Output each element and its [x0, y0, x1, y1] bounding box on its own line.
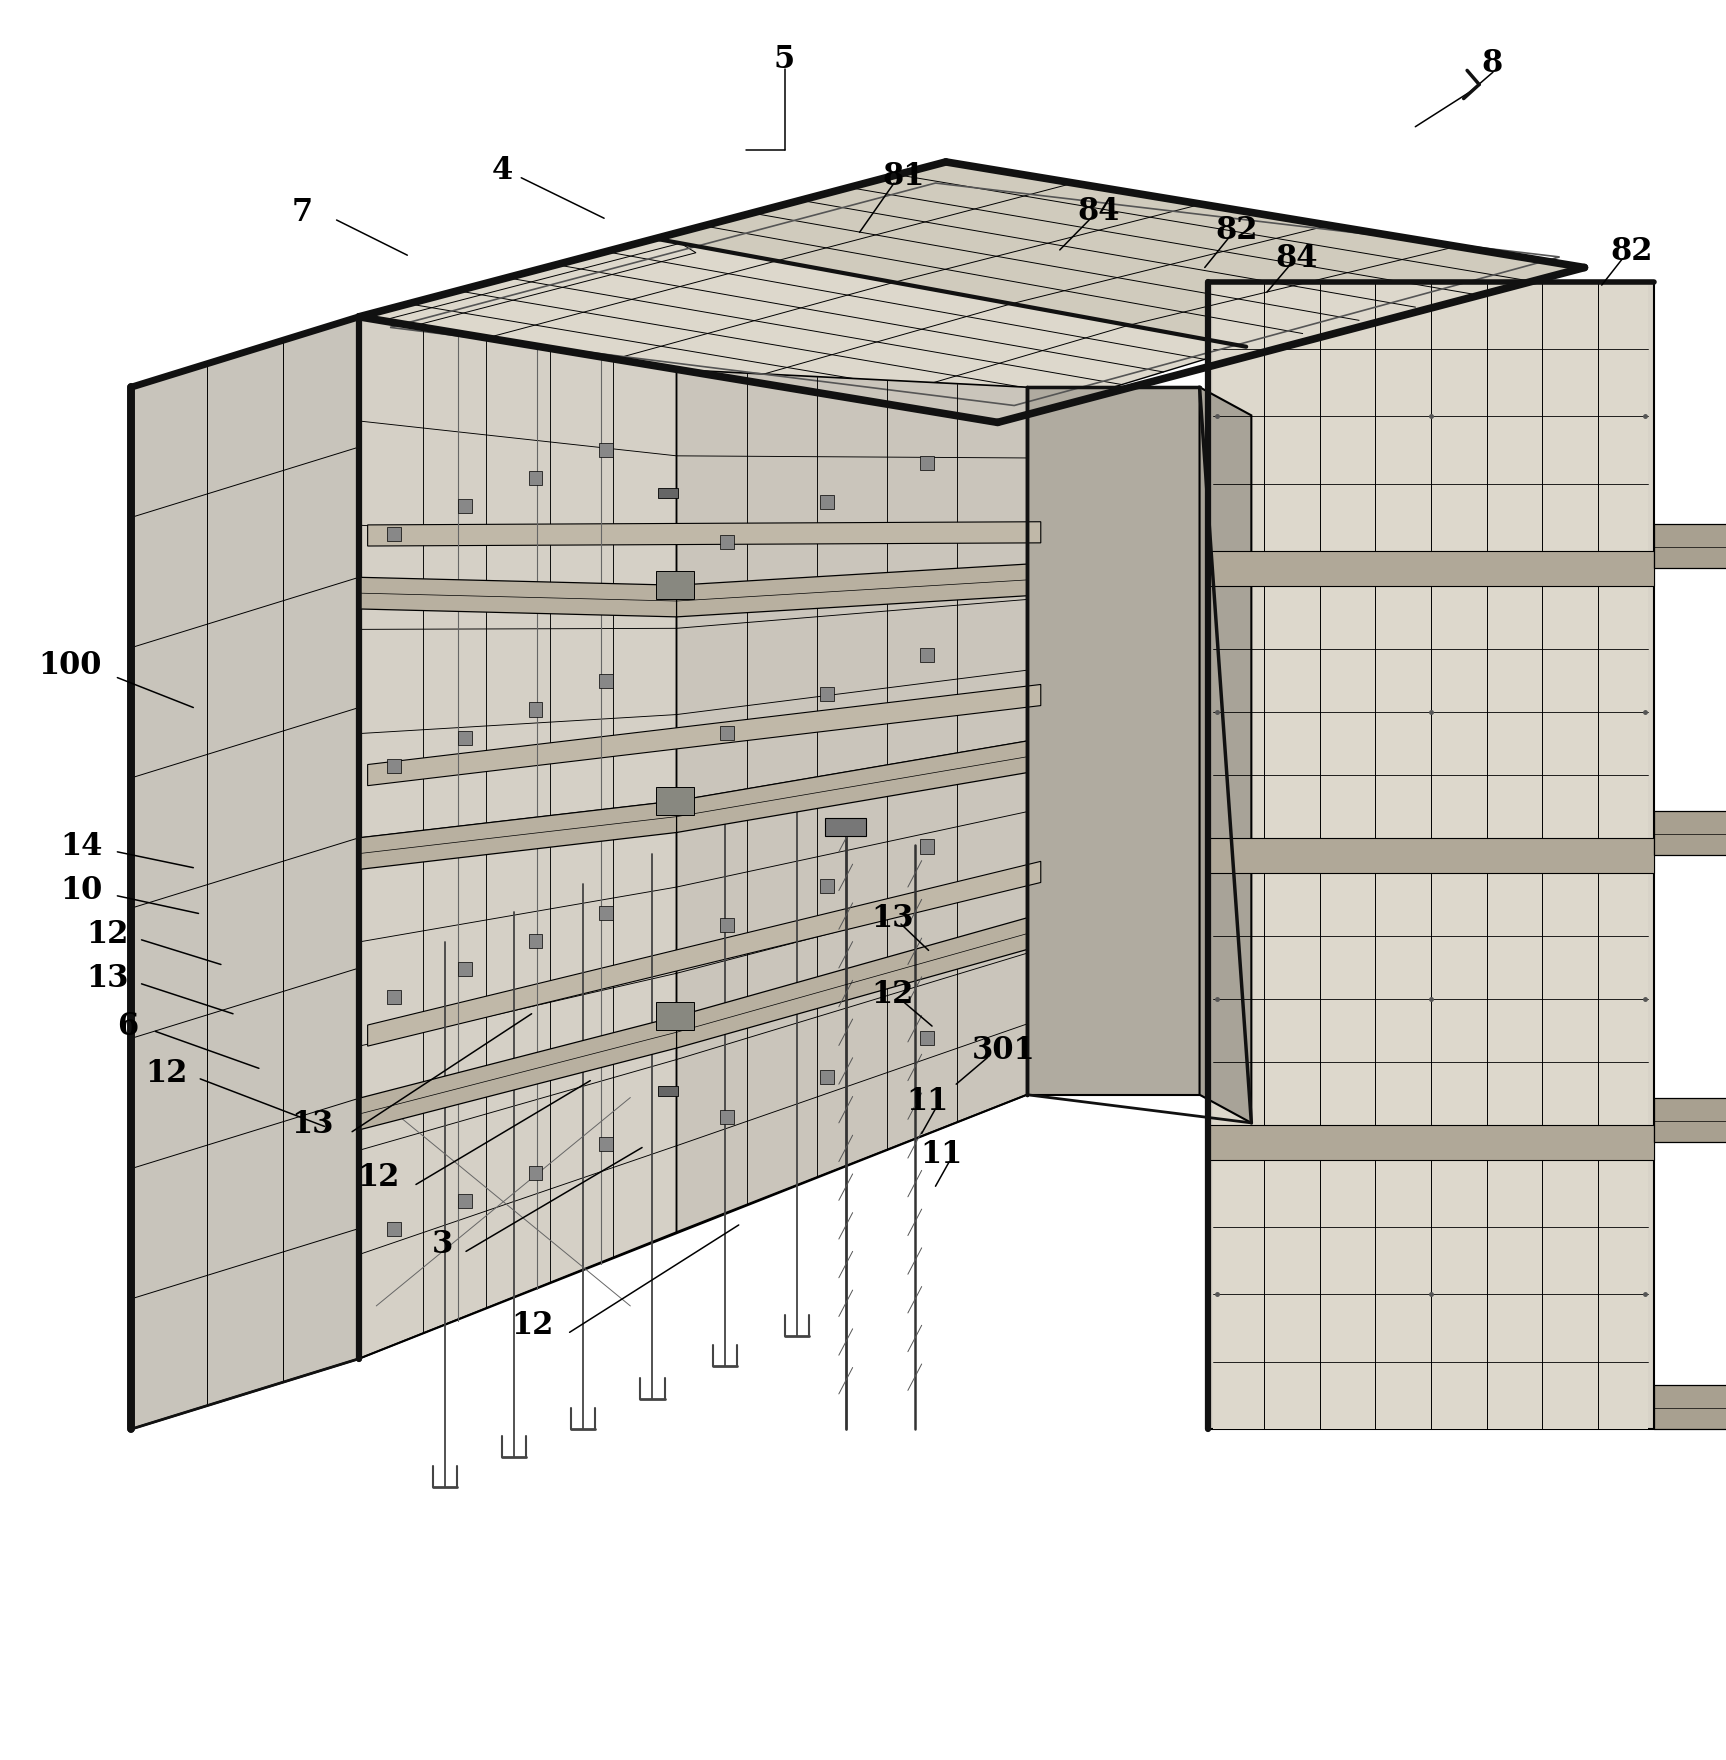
Text: 4: 4: [492, 155, 513, 187]
Text: 12: 12: [872, 979, 915, 1010]
Polygon shape: [359, 317, 677, 1359]
Polygon shape: [1208, 551, 1654, 586]
Polygon shape: [825, 818, 866, 836]
Polygon shape: [1654, 811, 1726, 855]
Text: 13: 13: [872, 903, 915, 935]
Polygon shape: [820, 686, 834, 700]
Text: 12: 12: [145, 1058, 188, 1089]
Polygon shape: [920, 1031, 934, 1045]
Polygon shape: [1208, 838, 1654, 873]
Polygon shape: [720, 1109, 734, 1123]
Text: 5: 5: [773, 44, 794, 76]
Polygon shape: [659, 162, 1584, 347]
Polygon shape: [359, 239, 1246, 422]
Text: 301: 301: [972, 1035, 1036, 1067]
Polygon shape: [1200, 387, 1251, 1123]
Polygon shape: [599, 674, 613, 688]
Polygon shape: [1654, 1098, 1726, 1142]
Polygon shape: [1208, 1125, 1654, 1160]
Text: 84: 84: [1276, 243, 1319, 275]
Polygon shape: [720, 727, 734, 741]
Polygon shape: [359, 801, 677, 869]
Polygon shape: [1208, 282, 1654, 1429]
Polygon shape: [457, 500, 471, 514]
Text: 100: 100: [38, 649, 102, 681]
Polygon shape: [656, 787, 694, 815]
Polygon shape: [1213, 586, 1648, 838]
Polygon shape: [368, 685, 1041, 785]
Polygon shape: [658, 1086, 678, 1096]
Text: 13: 13: [86, 963, 129, 994]
Polygon shape: [920, 456, 934, 470]
Polygon shape: [677, 741, 1027, 832]
Polygon shape: [1027, 387, 1200, 1095]
Polygon shape: [658, 787, 678, 797]
Polygon shape: [599, 444, 613, 458]
Polygon shape: [658, 488, 678, 498]
Polygon shape: [656, 1003, 694, 1031]
Polygon shape: [920, 840, 934, 854]
Polygon shape: [131, 317, 359, 1429]
Polygon shape: [528, 1165, 542, 1179]
Polygon shape: [368, 861, 1041, 1045]
Text: 8: 8: [1481, 48, 1502, 79]
Polygon shape: [820, 495, 834, 509]
Text: 12: 12: [86, 919, 129, 950]
Text: 7: 7: [292, 197, 312, 229]
Text: 11: 11: [906, 1086, 948, 1118]
Text: 82: 82: [1215, 215, 1258, 246]
Polygon shape: [920, 648, 934, 662]
Polygon shape: [1213, 1160, 1648, 1429]
Text: 11: 11: [920, 1139, 961, 1170]
Polygon shape: [677, 563, 1027, 618]
Polygon shape: [359, 577, 677, 618]
Text: 14: 14: [60, 831, 104, 862]
Text: 6: 6: [117, 1010, 138, 1042]
Text: 13: 13: [292, 1109, 335, 1140]
Polygon shape: [387, 759, 400, 773]
Polygon shape: [656, 572, 694, 598]
Polygon shape: [599, 1137, 613, 1151]
Text: 82: 82: [1610, 236, 1654, 268]
Polygon shape: [820, 1070, 834, 1084]
Polygon shape: [677, 919, 1027, 1049]
Polygon shape: [1213, 282, 1648, 551]
Polygon shape: [359, 1017, 677, 1130]
Polygon shape: [820, 878, 834, 892]
Text: 10: 10: [60, 875, 102, 906]
Text: 12: 12: [511, 1309, 554, 1341]
Polygon shape: [528, 702, 542, 716]
Polygon shape: [387, 991, 400, 1005]
Polygon shape: [528, 472, 542, 486]
Polygon shape: [1213, 873, 1648, 1125]
Polygon shape: [387, 528, 400, 542]
Polygon shape: [457, 730, 471, 744]
Polygon shape: [720, 919, 734, 933]
Polygon shape: [368, 521, 1041, 546]
Polygon shape: [457, 963, 471, 977]
Text: 12: 12: [357, 1162, 400, 1193]
Text: 3: 3: [432, 1228, 452, 1260]
Text: 84: 84: [1077, 195, 1120, 227]
Polygon shape: [599, 906, 613, 920]
Polygon shape: [677, 370, 1027, 1232]
Polygon shape: [457, 1193, 471, 1207]
Polygon shape: [1654, 524, 1726, 568]
Polygon shape: [1654, 1385, 1726, 1429]
Text: 81: 81: [882, 160, 925, 192]
Polygon shape: [720, 535, 734, 549]
Polygon shape: [387, 1221, 400, 1236]
Polygon shape: [528, 935, 542, 949]
